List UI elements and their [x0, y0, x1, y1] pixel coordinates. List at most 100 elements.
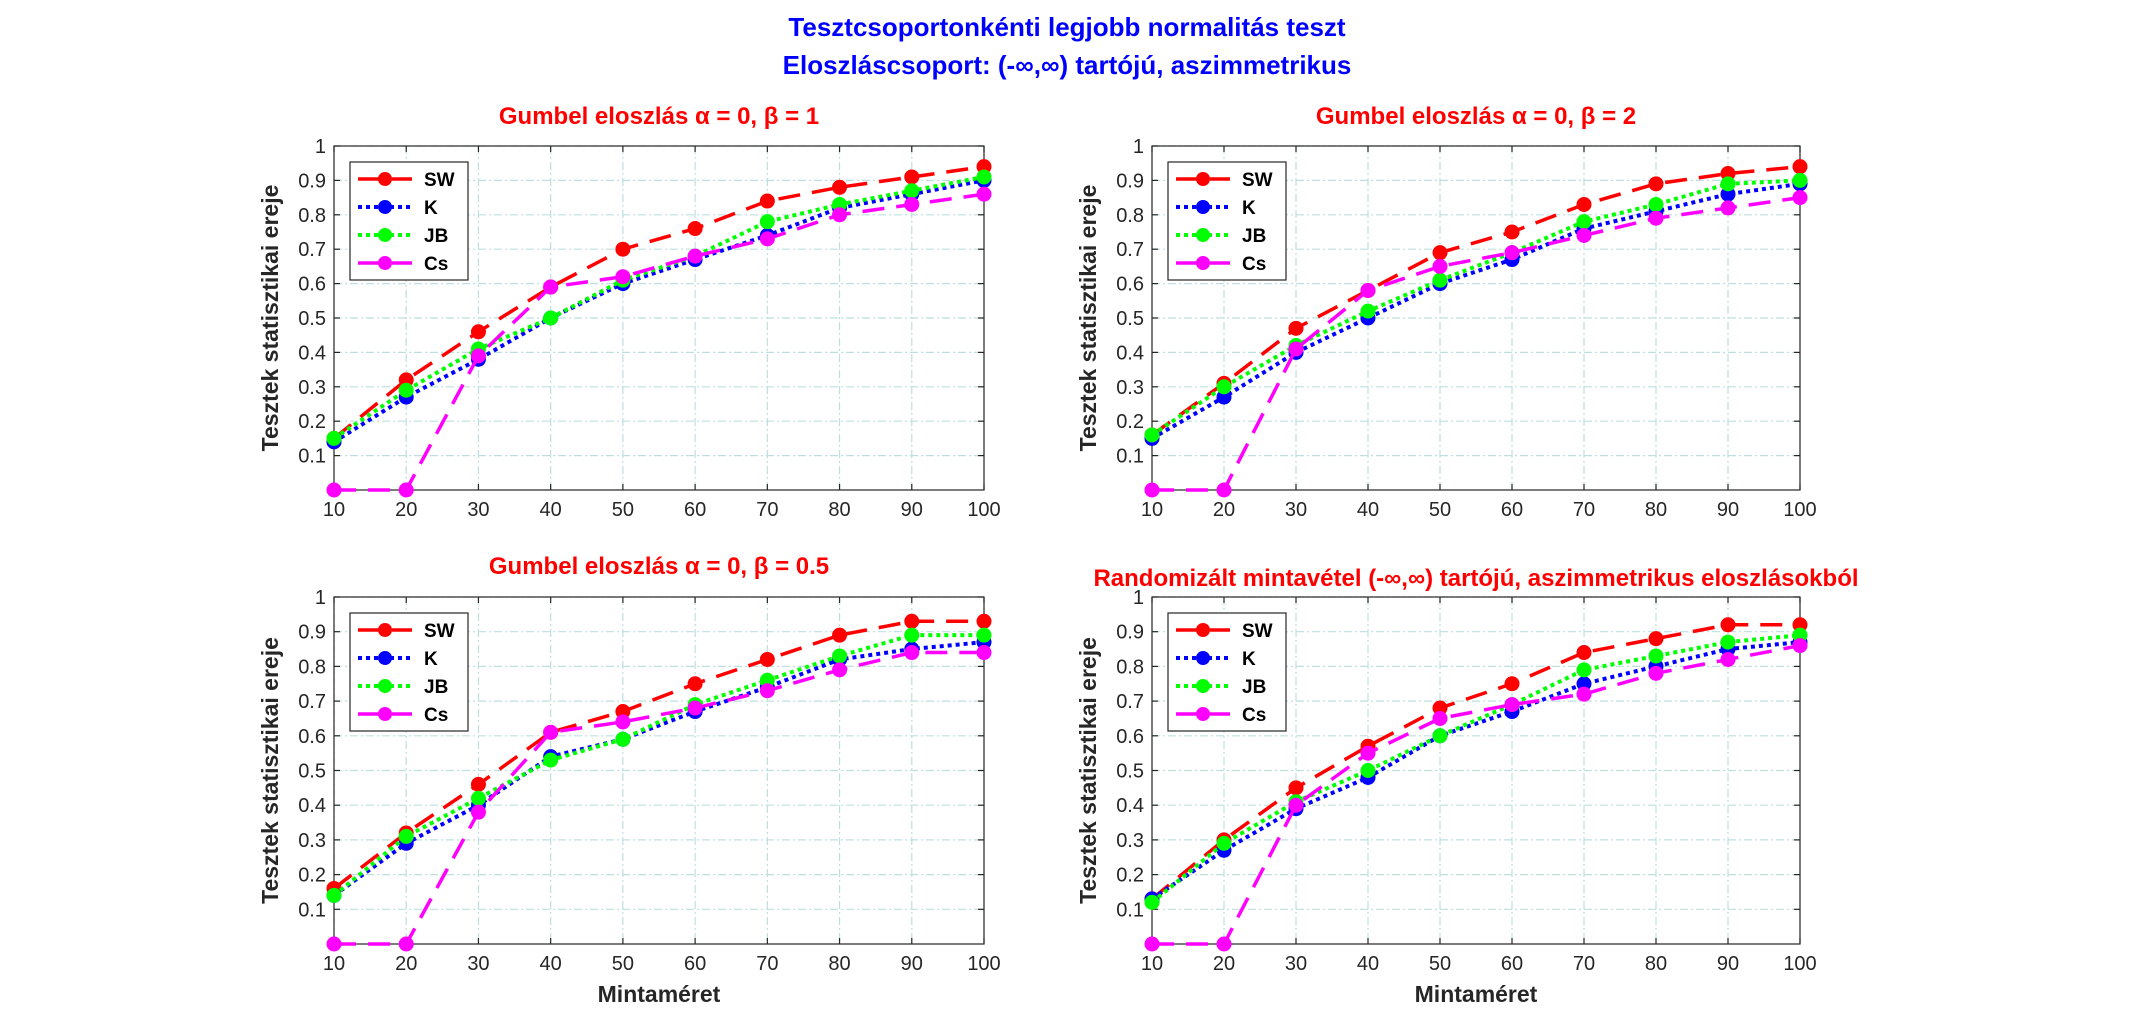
data-point — [1504, 224, 1520, 240]
subplot-1: Gumbel eloszlás α = 0, β = 1 10 20 30 40 50 60… — [257, 103, 1001, 521]
data-point — [976, 169, 992, 185]
data-point — [1288, 341, 1304, 357]
data-point — [398, 482, 414, 498]
series-line — [1151, 181, 1801, 441]
data-point — [904, 613, 920, 629]
data-point — [470, 348, 486, 364]
data-point — [832, 207, 848, 223]
legend-label: SW — [424, 170, 455, 191]
data-point — [1720, 617, 1736, 633]
x-tick-label: 50 — [1429, 953, 1451, 975]
data-point — [615, 241, 631, 257]
data-point — [326, 936, 342, 952]
series-line — [332, 640, 985, 898]
data-point — [470, 324, 486, 340]
data-point — [1576, 645, 1592, 661]
series-line — [332, 174, 985, 441]
data-point — [1432, 272, 1448, 288]
subplot-title: Gumbel eloszlás α = 0, β = 2 — [1316, 103, 1636, 130]
series-line — [1152, 643, 1801, 946]
data-point — [1576, 686, 1592, 702]
data-point — [832, 648, 848, 664]
data-point — [1504, 676, 1520, 692]
y-tick-label: 0.2 — [298, 865, 326, 887]
y-tick-label: 1 — [1133, 136, 1144, 158]
data-point — [1288, 797, 1304, 813]
legend-swatch-marker — [1196, 172, 1210, 186]
data-point — [543, 724, 559, 740]
data-point — [1720, 200, 1736, 216]
data-point — [976, 627, 992, 643]
y-tick-label: 0.4 — [1116, 795, 1144, 817]
x-tick-label: 80 — [828, 953, 850, 975]
y-tick-label: 0.2 — [1116, 411, 1144, 433]
legend-label: K — [1242, 649, 1256, 670]
x-tick-label: 60 — [1501, 953, 1523, 975]
y-tick-label: 0.7 — [298, 691, 326, 713]
data-point — [615, 269, 631, 285]
x-tick-label: 100 — [1783, 499, 1816, 521]
x-tick-label: 10 — [1141, 499, 1163, 521]
x-axis-label: Mintaméret — [598, 981, 721, 1007]
data-point — [1792, 172, 1808, 188]
data-point — [1720, 651, 1736, 667]
y-tick-label: 0.5 — [1116, 761, 1144, 783]
data-point — [832, 662, 848, 678]
y-tick-label: 0.1 — [298, 446, 326, 468]
data-point — [1792, 159, 1808, 175]
data-point — [687, 248, 703, 264]
data-point — [543, 279, 559, 295]
y-tick-label: 0.1 — [1116, 899, 1144, 921]
legend-label: SW — [424, 621, 455, 642]
y-tick-label: 0.4 — [298, 342, 326, 364]
data-point — [1288, 780, 1304, 796]
data-point — [687, 676, 703, 692]
legend-swatch-marker — [378, 200, 392, 214]
y-tick-label: 0.9 — [1116, 170, 1144, 192]
legend-swatch-marker — [378, 172, 392, 186]
data-point — [1432, 710, 1448, 726]
legend-label: JB — [424, 226, 448, 247]
y-tick-label: 0.3 — [298, 377, 326, 399]
data-point — [1432, 258, 1448, 274]
legend-swatch-marker — [378, 707, 392, 721]
y-tick-label: 0.8 — [1116, 656, 1144, 678]
x-tick-label: 60 — [684, 499, 706, 521]
data-point — [904, 645, 920, 661]
legend-label: K — [1242, 198, 1256, 219]
data-point — [832, 627, 848, 643]
y-tick-label: 0.3 — [298, 830, 326, 852]
series-line — [1150, 178, 1801, 437]
data-point — [1360, 763, 1376, 778]
legend-label: SW — [1242, 170, 1273, 191]
x-tick-label: 30 — [467, 953, 489, 975]
data-point — [1360, 745, 1376, 761]
series-line — [1150, 164, 1801, 437]
data-point — [976, 645, 992, 661]
subplot-3: Gumbel eloszlás α = 0, β = 0.5 10 20 30 40 50… — [257, 553, 1001, 1007]
y-tick-label: 0.5 — [298, 308, 326, 330]
data-point — [1144, 482, 1160, 498]
y-tick-label: 0.3 — [1116, 830, 1144, 852]
x-tick-label: 90 — [901, 499, 923, 521]
x-tick-label: 20 — [1213, 499, 1235, 521]
data-point — [470, 776, 486, 792]
x-tick-label: 20 — [1213, 953, 1235, 975]
y-tick-label: 0.6 — [298, 726, 326, 748]
x-tick-label: 10 — [1141, 953, 1163, 975]
legend-label: K — [424, 649, 438, 670]
y-tick-label: 0.7 — [298, 239, 326, 261]
legend-swatch-marker — [378, 623, 392, 637]
y-tick-label: 1 — [315, 587, 326, 609]
series-cs — [1144, 638, 1808, 952]
y-tick-label: 0.2 — [1116, 865, 1144, 887]
y-tick-label: 1 — [1133, 587, 1144, 609]
y-tick-label: 0.9 — [298, 170, 326, 192]
y-tick-label: 0.5 — [298, 761, 326, 783]
data-point — [1504, 697, 1520, 713]
series-line — [332, 178, 985, 444]
x-tick-label: 30 — [1285, 953, 1307, 975]
data-point — [1576, 662, 1592, 678]
data-point — [1576, 227, 1592, 243]
data-point — [1216, 835, 1232, 851]
